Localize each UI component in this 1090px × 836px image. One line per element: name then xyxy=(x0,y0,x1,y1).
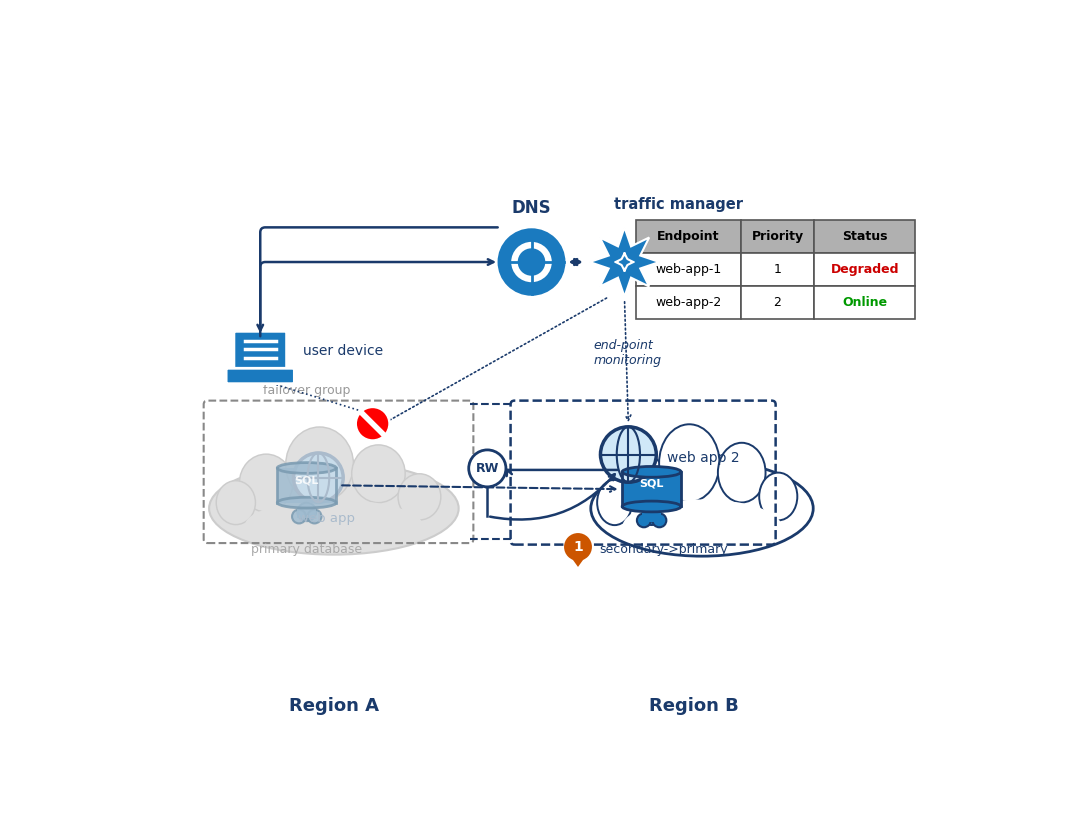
Ellipse shape xyxy=(216,481,255,525)
Text: primary database: primary database xyxy=(251,543,362,556)
Text: Region A: Region A xyxy=(289,696,379,715)
FancyBboxPatch shape xyxy=(637,252,741,286)
FancyBboxPatch shape xyxy=(298,507,316,518)
Circle shape xyxy=(637,513,651,528)
Circle shape xyxy=(298,502,316,521)
Text: RW: RW xyxy=(475,461,499,475)
FancyBboxPatch shape xyxy=(642,511,661,522)
Circle shape xyxy=(292,510,306,523)
Ellipse shape xyxy=(277,462,336,473)
Text: web app 2: web app 2 xyxy=(667,451,740,466)
Text: SQL: SQL xyxy=(640,479,664,489)
Text: Status: Status xyxy=(841,230,887,242)
FancyBboxPatch shape xyxy=(741,286,814,319)
Ellipse shape xyxy=(240,454,293,512)
Circle shape xyxy=(469,450,506,487)
Circle shape xyxy=(653,513,666,528)
Circle shape xyxy=(601,427,656,482)
Ellipse shape xyxy=(718,443,765,502)
Ellipse shape xyxy=(622,501,681,512)
Ellipse shape xyxy=(277,497,336,508)
Text: 2: 2 xyxy=(774,296,782,309)
Polygon shape xyxy=(277,468,336,502)
Circle shape xyxy=(510,241,554,283)
Text: Priority: Priority xyxy=(751,230,803,242)
Circle shape xyxy=(355,407,390,441)
Ellipse shape xyxy=(760,472,797,520)
Ellipse shape xyxy=(245,500,423,552)
Circle shape xyxy=(526,257,536,267)
Circle shape xyxy=(564,533,592,561)
Ellipse shape xyxy=(591,461,813,556)
FancyBboxPatch shape xyxy=(234,331,287,371)
Text: Degraded: Degraded xyxy=(831,263,899,276)
Ellipse shape xyxy=(622,466,681,477)
Text: SQL: SQL xyxy=(294,475,319,485)
Circle shape xyxy=(293,453,343,502)
Text: Online: Online xyxy=(843,296,887,309)
FancyBboxPatch shape xyxy=(741,252,814,286)
Text: Endpoint: Endpoint xyxy=(657,230,719,242)
Text: traffic manager: traffic manager xyxy=(615,197,743,212)
Circle shape xyxy=(642,507,661,525)
Polygon shape xyxy=(622,472,681,507)
Text: web-app-1: web-app-1 xyxy=(655,263,722,276)
Text: secondary->primary: secondary->primary xyxy=(600,543,728,557)
Ellipse shape xyxy=(398,474,440,520)
Text: 1: 1 xyxy=(774,263,782,276)
Ellipse shape xyxy=(659,425,719,502)
Text: Region B: Region B xyxy=(650,696,739,715)
Text: DNS: DNS xyxy=(511,199,552,217)
Circle shape xyxy=(499,230,564,294)
Ellipse shape xyxy=(352,445,405,502)
Polygon shape xyxy=(590,227,659,297)
Circle shape xyxy=(307,510,322,523)
Ellipse shape xyxy=(209,462,459,554)
FancyBboxPatch shape xyxy=(814,220,916,252)
FancyBboxPatch shape xyxy=(814,286,916,319)
FancyBboxPatch shape xyxy=(814,252,916,286)
Text: failover group: failover group xyxy=(263,384,351,397)
Ellipse shape xyxy=(286,427,353,502)
Text: user device: user device xyxy=(303,344,383,359)
FancyBboxPatch shape xyxy=(741,220,814,252)
FancyBboxPatch shape xyxy=(637,286,741,319)
Ellipse shape xyxy=(618,452,666,512)
Ellipse shape xyxy=(597,480,632,525)
Text: 1: 1 xyxy=(573,540,583,554)
Text: end-point
monitoring: end-point monitoring xyxy=(593,339,662,367)
Circle shape xyxy=(519,250,544,274)
FancyBboxPatch shape xyxy=(637,220,741,252)
Ellipse shape xyxy=(622,499,782,553)
Text: web app: web app xyxy=(298,512,354,525)
Polygon shape xyxy=(570,556,585,567)
FancyBboxPatch shape xyxy=(226,369,294,384)
Text: web-app-2: web-app-2 xyxy=(655,296,722,309)
